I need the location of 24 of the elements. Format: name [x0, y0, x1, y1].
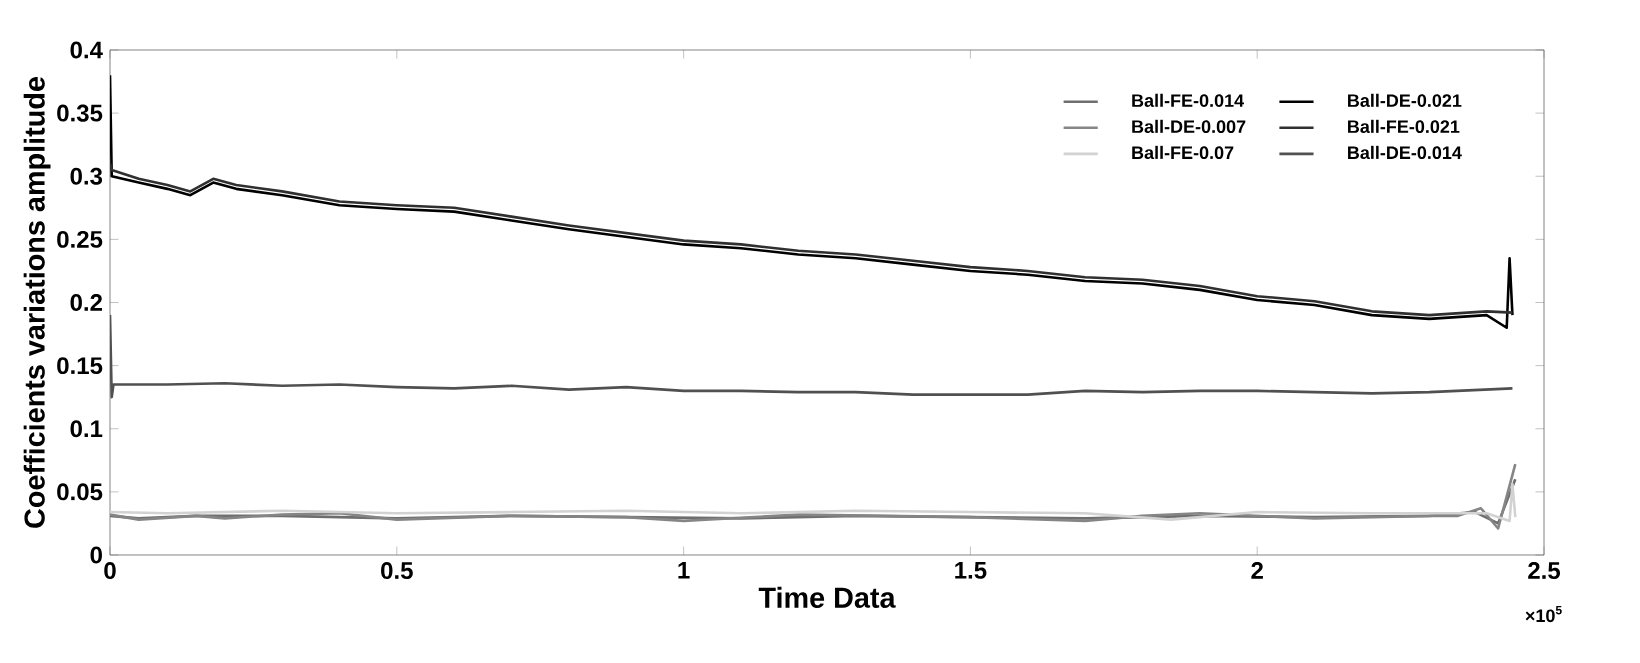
legend-label: Ball-FE-0.07: [1132, 145, 1234, 160]
legend-label: Ball-FE-0.014: [1132, 93, 1244, 107]
legend-label: Ball-DE-0.014: [1348, 145, 1462, 160]
y-tick-label: 0.15: [57, 357, 103, 375]
x-tick-label: 0.5: [381, 562, 413, 580]
y-tick-label: 0.2: [70, 294, 102, 311]
y-tick-label: 0.3: [70, 167, 103, 185]
y-tick-label: 0: [90, 546, 102, 564]
y-tick-label: 0.1: [70, 420, 103, 438]
x-tick-label: 1.5: [955, 562, 987, 579]
legend-label: Ball-DE-0.007: [1132, 119, 1246, 134]
x-tick-label: 1: [678, 562, 690, 579]
y-tick-label: 0.35: [57, 104, 103, 122]
y-tick-label: 0.25: [57, 230, 103, 248]
x-axis-title: Time Data: [758, 586, 896, 608]
legend-label: Ball-FE-0.021: [1348, 119, 1460, 134]
y-axis-title: Coefficients variations amplitude: [23, 77, 51, 528]
x-tick-label: 2: [1251, 562, 1263, 579]
legend-label: Ball-DE-0.021: [1348, 93, 1462, 107]
y-tick-label: 0.4: [70, 41, 103, 59]
y-tick-label: 0.05: [57, 483, 103, 501]
x-tick-label: 2.5: [1528, 562, 1560, 580]
x-tick-label: 0: [104, 562, 116, 580]
text: ×10$^{5}$: [1525, 606, 1562, 623]
